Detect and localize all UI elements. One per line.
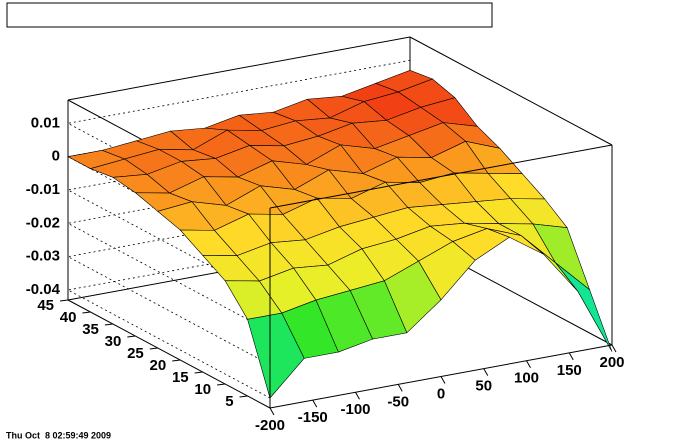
y-tick-label: 30 xyxy=(105,333,122,350)
y-tick-label: 40 xyxy=(60,309,77,326)
x-tick-label: -150 xyxy=(298,409,328,426)
x-tick xyxy=(269,407,275,416)
box-edge xyxy=(67,36,411,101)
x-tick xyxy=(440,376,446,384)
y-tick-label: 25 xyxy=(127,345,144,362)
x-tick-label: -200 xyxy=(255,417,285,434)
x-tick-label: 0 xyxy=(437,385,445,402)
x-tick-label: 50 xyxy=(475,378,492,395)
surface-cell xyxy=(247,312,305,399)
x-tick xyxy=(397,384,403,392)
z-tick-label: -0.03 xyxy=(26,248,60,265)
y-tick xyxy=(194,371,203,374)
box-edge xyxy=(67,299,271,409)
x-tick-label: 200 xyxy=(599,354,624,371)
x-tick-label: -100 xyxy=(340,401,370,418)
x-tick xyxy=(312,399,318,408)
z-tick-label: 0 xyxy=(52,148,60,165)
title-box xyxy=(6,2,493,28)
y-tick-label: 10 xyxy=(194,381,211,398)
z-tick-label: -0.01 xyxy=(26,181,60,198)
y-tick xyxy=(127,335,136,338)
timestamp: Thu Oct 8 02:59:49 2009 xyxy=(6,430,111,440)
y-tick-label: 20 xyxy=(150,357,167,374)
z-tick-label: -0.04 xyxy=(26,281,61,298)
y-tick-label: 35 xyxy=(82,321,99,338)
y-tick xyxy=(217,383,226,386)
y-tick xyxy=(82,311,91,314)
x-tick-label: 150 xyxy=(557,362,582,379)
y-tick-label: 5 xyxy=(225,393,233,410)
box-edge xyxy=(269,144,613,209)
x-tick xyxy=(483,368,489,376)
x-tick-label: -50 xyxy=(387,393,409,410)
x-tick xyxy=(611,344,617,353)
y-tick xyxy=(149,347,158,350)
box-edge xyxy=(409,36,613,146)
z-tick-label: 0.01 xyxy=(31,114,60,131)
y-tick-label: 15 xyxy=(172,369,189,386)
y-tick xyxy=(104,323,113,326)
y-tick xyxy=(59,299,69,302)
y-tick xyxy=(172,359,181,362)
x-tick xyxy=(568,352,574,361)
x-tick xyxy=(526,360,531,368)
y-tick xyxy=(239,395,248,398)
x-tick xyxy=(355,392,360,400)
z-tick-label: -0.02 xyxy=(26,214,60,231)
x-tick-label: 100 xyxy=(514,370,539,387)
y-tick-label: 45 xyxy=(37,297,54,314)
